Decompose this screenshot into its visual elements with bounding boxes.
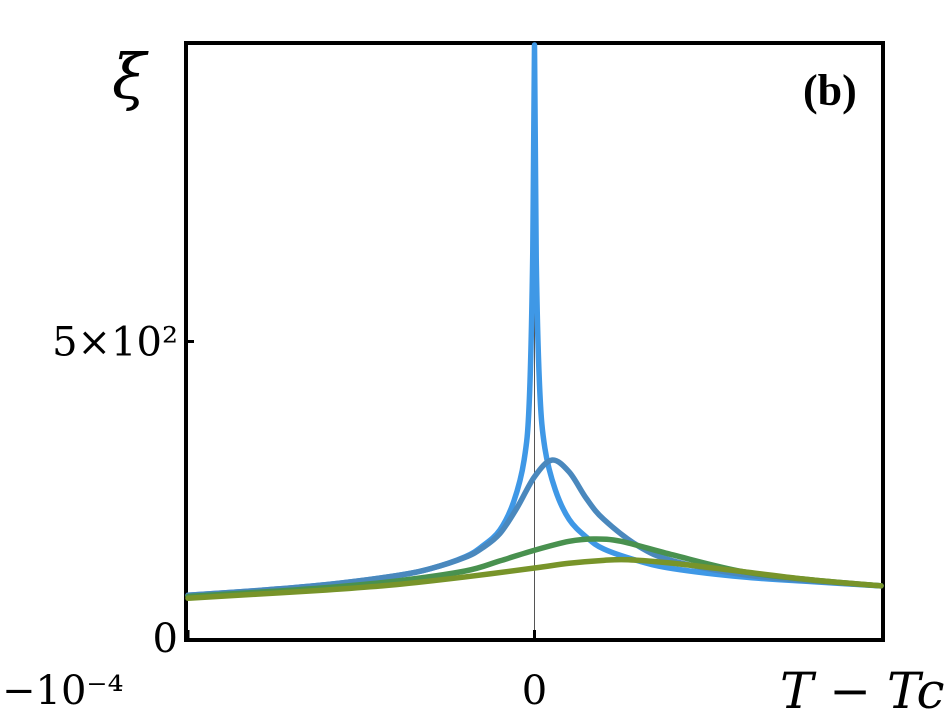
x-axis-title: T − Tc	[780, 662, 945, 720]
y-tick-label-2: 5×10²	[52, 320, 178, 366]
series-layer	[185, 42, 884, 602]
x-tick-label-2: 0	[522, 668, 547, 714]
panel-label: (b)	[803, 66, 857, 115]
y-tick-label-1: 0	[153, 616, 178, 662]
series-line-4	[185, 556, 884, 602]
y-axis-title: ξ	[112, 40, 149, 113]
tick-layer: 0 5×10² −10⁻⁴ 0	[2, 320, 547, 715]
x-tick-label-1: −10⁻⁴	[2, 668, 124, 714]
